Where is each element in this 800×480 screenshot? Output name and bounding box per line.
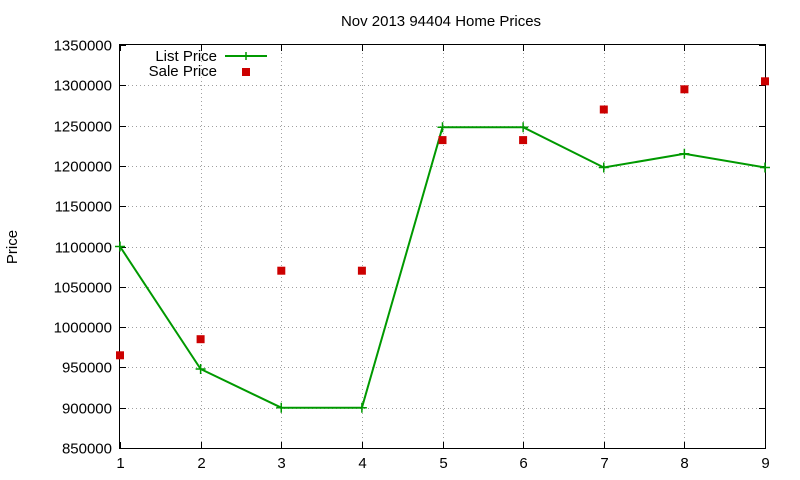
x-tick-label: 3 bbox=[277, 455, 285, 472]
y-tick-label: 1100000 bbox=[55, 240, 112, 257]
legend-marker-sale-price bbox=[242, 68, 250, 76]
list-price-point bbox=[598, 162, 609, 173]
x-tick-label: 9 bbox=[761, 455, 769, 472]
series-layer bbox=[115, 77, 770, 413]
x-tick-label: 4 bbox=[358, 455, 366, 472]
x-tick-label: 8 bbox=[680, 455, 688, 472]
sale-price-point bbox=[438, 136, 447, 145]
sale-price-point bbox=[761, 77, 769, 86]
legend-label-list-price: List Price bbox=[155, 48, 217, 65]
x-tick-label: 6 bbox=[519, 455, 527, 472]
list-price-point bbox=[276, 402, 287, 413]
y-tick-label: 950000 bbox=[62, 360, 112, 377]
legend-label-sale-price: Sale Price bbox=[149, 63, 217, 80]
x-tick-label: 7 bbox=[600, 455, 608, 472]
y-tick-label: 1300000 bbox=[54, 78, 112, 95]
list-price-point bbox=[679, 148, 690, 159]
list-price-line bbox=[119, 126, 766, 409]
list-price-point bbox=[356, 402, 367, 413]
y-tick-label: 900000 bbox=[62, 401, 112, 418]
list-price-point bbox=[195, 364, 206, 375]
x-tick-label: 2 bbox=[197, 455, 205, 472]
sale-price-point bbox=[599, 105, 608, 114]
x-tick-label: 5 bbox=[439, 455, 447, 472]
axis-layer: 850000 900000 950000 1000000 1050000 1100000 1… bbox=[54, 38, 770, 473]
y-tick-label: 1050000 bbox=[54, 280, 112, 297]
plot-frame bbox=[119, 44, 766, 449]
list-price-point bbox=[518, 122, 529, 133]
sale-price-point bbox=[277, 266, 286, 275]
y-tick-label: 1250000 bbox=[54, 119, 112, 136]
y-tick-label: 1350000 bbox=[54, 38, 112, 55]
sale-price-point bbox=[116, 351, 124, 360]
list-price-point bbox=[760, 162, 770, 173]
y-tick-label: 1000000 bbox=[54, 320, 112, 337]
legend: List Price Sale Price bbox=[149, 48, 267, 80]
list-price-point bbox=[115, 241, 125, 252]
sale-price-point bbox=[357, 266, 366, 275]
legend-marker-list-price bbox=[242, 52, 250, 60]
y-tick-label: 850000 bbox=[62, 441, 112, 458]
x-tick-label: 1 bbox=[116, 455, 124, 472]
chart-title: Nov 2013 94404 Home Prices bbox=[341, 13, 541, 30]
list-price-point bbox=[437, 122, 448, 133]
y-tick-label: 1150000 bbox=[55, 199, 112, 216]
y-axis-label: Price bbox=[4, 230, 21, 264]
grid-layer bbox=[120, 45, 765, 448]
y-tick-label: 1200000 bbox=[54, 159, 112, 176]
sale-price-point bbox=[196, 335, 205, 344]
sale-price-point bbox=[519, 136, 528, 145]
sale-price-point bbox=[680, 85, 689, 94]
